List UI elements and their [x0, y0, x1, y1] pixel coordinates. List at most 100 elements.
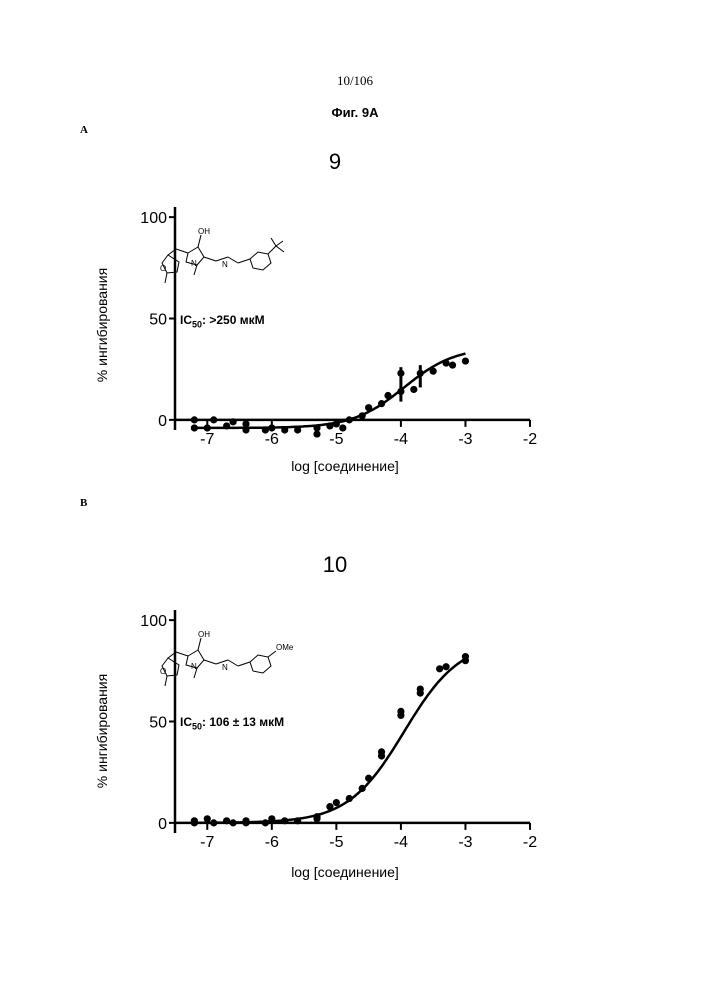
- data-point: [294, 817, 302, 825]
- structure-label-nh: N: [222, 663, 228, 672]
- chart-panel-a: 9 % ингибирования log [соединение] IC50:…: [80, 145, 550, 474]
- data-point: [203, 424, 211, 432]
- data-point: [442, 663, 450, 671]
- x-tick-label: -2: [523, 834, 537, 851]
- data-point: [429, 367, 437, 375]
- fit-curve-group: [194, 657, 467, 825]
- ic50-annotation: IC50: >250 мкМ: [180, 313, 265, 330]
- chart-title: 9: [328, 149, 342, 174]
- data-point: [461, 357, 470, 365]
- data-point: [397, 707, 405, 715]
- fit-curve: [194, 657, 467, 825]
- structure-label-ome: OMe: [276, 643, 294, 652]
- x-tick-label: -6: [265, 834, 279, 851]
- page-number: 10/106: [336, 73, 374, 88]
- data-point: [365, 404, 373, 412]
- data-point: [261, 819, 269, 827]
- data-point: [377, 400, 386, 408]
- data-point: [281, 426, 289, 434]
- y-tick-label: 50: [149, 715, 167, 732]
- data-point: [326, 422, 334, 430]
- data-point: [223, 817, 231, 825]
- data-point: [416, 369, 424, 377]
- structure-label-o: O: [160, 264, 166, 273]
- data-point: [397, 369, 405, 377]
- ic50-annotation: IC50: 106 ± 13 мкМ: [180, 715, 285, 732]
- structure-label-o: O: [160, 667, 166, 676]
- data-point: [448, 361, 457, 369]
- plot-area: OH N N O OMe 0 50 100 -7 -6 -5 -4 -3 -2: [140, 610, 537, 851]
- data-point: [384, 391, 392, 400]
- data-point: [294, 426, 302, 434]
- x-tick-label: -4: [394, 431, 408, 448]
- fit-curve: [194, 352, 466, 430]
- chart-panel-b: 10 % ингибирования log [соединение] IC50…: [80, 548, 550, 880]
- x-tick-label: -3: [458, 834, 472, 851]
- data-point: [190, 416, 198, 424]
- fit-curve-group: [194, 352, 466, 430]
- data-point: [268, 815, 276, 823]
- data-point: [358, 412, 366, 420]
- data-point: [332, 420, 340, 428]
- x-tick-label: -5: [329, 834, 343, 851]
- x-tick-label: -5: [329, 431, 343, 448]
- data-point: [313, 424, 321, 432]
- data-point: [345, 794, 353, 803]
- structure-label-n: N: [191, 259, 197, 268]
- data-point: [203, 815, 211, 823]
- data-point: [313, 430, 321, 438]
- y-tick-label: 100: [140, 613, 167, 630]
- data-point: [242, 426, 250, 434]
- axes: 0 50 100 -7 -6 -5 -4 -3 -2: [140, 610, 537, 851]
- data-point: [242, 819, 250, 827]
- data-point: [345, 416, 353, 424]
- x-tick-label: -7: [200, 431, 214, 448]
- data-point: [281, 817, 289, 825]
- plot-area: OH N N O 0 50 100 -7 -6 -5 -4 -3 -2: [140, 207, 537, 448]
- data-point: [229, 418, 237, 426]
- data-points-group: [190, 357, 470, 438]
- chart-title: 10: [322, 552, 348, 577]
- data-point: [261, 426, 269, 434]
- data-point: [461, 653, 470, 661]
- data-point: [365, 774, 373, 782]
- data-point: [313, 813, 321, 821]
- data-point: [358, 784, 366, 792]
- structure-label-oh: OH: [198, 630, 210, 639]
- x-axis-label: log [соединение]: [291, 458, 399, 474]
- figure-title: Фиг. 9А: [331, 105, 379, 120]
- data-point: [416, 685, 424, 693]
- x-tick-label: -7: [200, 834, 214, 851]
- data-point: [210, 416, 218, 424]
- y-tick-label: 0: [158, 816, 167, 833]
- data-point: [377, 748, 386, 756]
- panel-letter-b: B: [80, 497, 88, 509]
- data-point: [210, 819, 218, 827]
- structure-label-n: N: [191, 662, 197, 671]
- data-point: [410, 385, 418, 394]
- data-point: [436, 665, 444, 673]
- x-tick-label: -4: [394, 834, 408, 851]
- data-point: [332, 798, 340, 807]
- data-point: [339, 424, 347, 432]
- data-point: [229, 819, 237, 827]
- x-tick-label: -6: [265, 431, 279, 448]
- y-tick-label: 0: [158, 413, 167, 430]
- structure-label-nh: N: [222, 260, 228, 269]
- x-tick-label: -3: [458, 431, 472, 448]
- axes: 0 50 100 -7 -6 -5 -4 -3 -2: [140, 207, 537, 448]
- x-axis-label: log [соединение]: [291, 864, 399, 880]
- x-tick-label: -2: [523, 431, 537, 448]
- data-point: [242, 420, 250, 428]
- data-point: [190, 424, 198, 432]
- data-point: [442, 359, 450, 367]
- data-point: [397, 387, 405, 396]
- data-point: [326, 803, 334, 811]
- structure-label-oh: OH: [198, 227, 210, 236]
- data-point: [223, 422, 231, 430]
- data-point: [268, 424, 276, 432]
- panel-letter-a: A: [80, 124, 88, 136]
- y-tick-label: 50: [149, 312, 167, 329]
- y-tick-label: 100: [140, 210, 167, 227]
- chemical-structure-icon: [161, 234, 285, 284]
